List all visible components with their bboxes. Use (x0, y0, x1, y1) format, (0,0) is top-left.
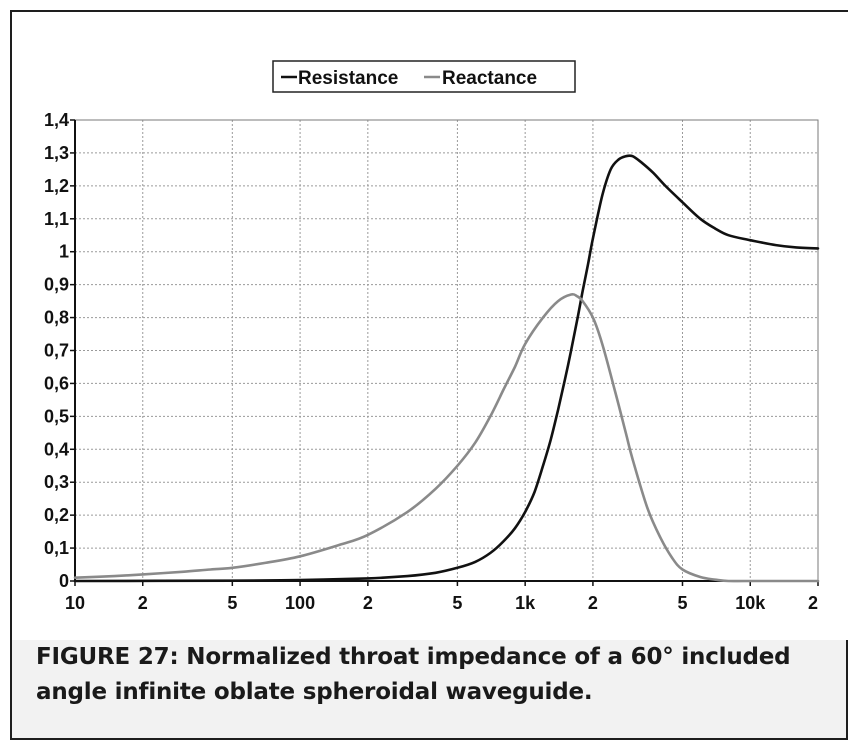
x-tick-label: 2 (363, 593, 373, 613)
x-tick-label: 1k (515, 593, 536, 613)
y-tick-label: 0,5 (44, 406, 69, 426)
y-tick-label: 0,9 (44, 275, 69, 295)
axis-layer (70, 119, 819, 586)
x-tick-label: 100 (285, 593, 315, 613)
y-tick-label: 0,2 (44, 505, 69, 525)
x-tick-label: 5 (677, 593, 687, 613)
x-tick-labels: 10 2 5 100 2 5 1k 2 5 10k 2 (65, 593, 818, 613)
legend: Resistance Reactance (272, 60, 576, 93)
series-line-resistance (73, 154, 820, 583)
plot-border (74, 119, 819, 582)
plot-background (12, 12, 848, 640)
series-layer (73, 154, 820, 583)
y-tick-label: 0,8 (44, 308, 69, 328)
y-tick-label: 0,4 (44, 439, 69, 459)
y-tick-label: 1,4 (44, 110, 69, 130)
x-tick-label: 5 (227, 593, 237, 613)
y-tick-label: 0 (59, 571, 69, 591)
y-tick-label: 0,1 (44, 538, 69, 558)
y-tick-label: 0,3 (44, 472, 69, 492)
y-tick-label: 1,1 (44, 209, 69, 229)
legend-label-reactance: Reactance (442, 68, 537, 89)
series-line-reactance (73, 292, 820, 583)
y-tick-labels: 0 0,1 0,2 0,3 0,4 0,5 0,6 0,7 0,8 0,9 1 1,1 1,2 1,3 1,… (44, 110, 69, 591)
x-tick-label: 10 (65, 593, 85, 613)
x-tick-label: 2 (588, 593, 598, 613)
legend-label-resistance: Resistance (298, 68, 398, 89)
x-tick-label: 2 (138, 593, 148, 613)
grid-layer (75, 119, 818, 581)
x-tick-label: 2 (808, 593, 818, 613)
y-tick-label: 0,6 (44, 373, 69, 393)
y-tick-label: 1,3 (44, 143, 69, 163)
y-tick-label: 0,7 (44, 341, 69, 361)
y-tick-label: 1,2 (44, 176, 69, 196)
x-tick-label: 10k (735, 593, 766, 613)
y-tick-label: 1 (59, 242, 69, 262)
x-tick-label: 5 (452, 593, 462, 613)
figure-caption: FIGURE 27: Normalized throat impedance o… (36, 644, 791, 705)
